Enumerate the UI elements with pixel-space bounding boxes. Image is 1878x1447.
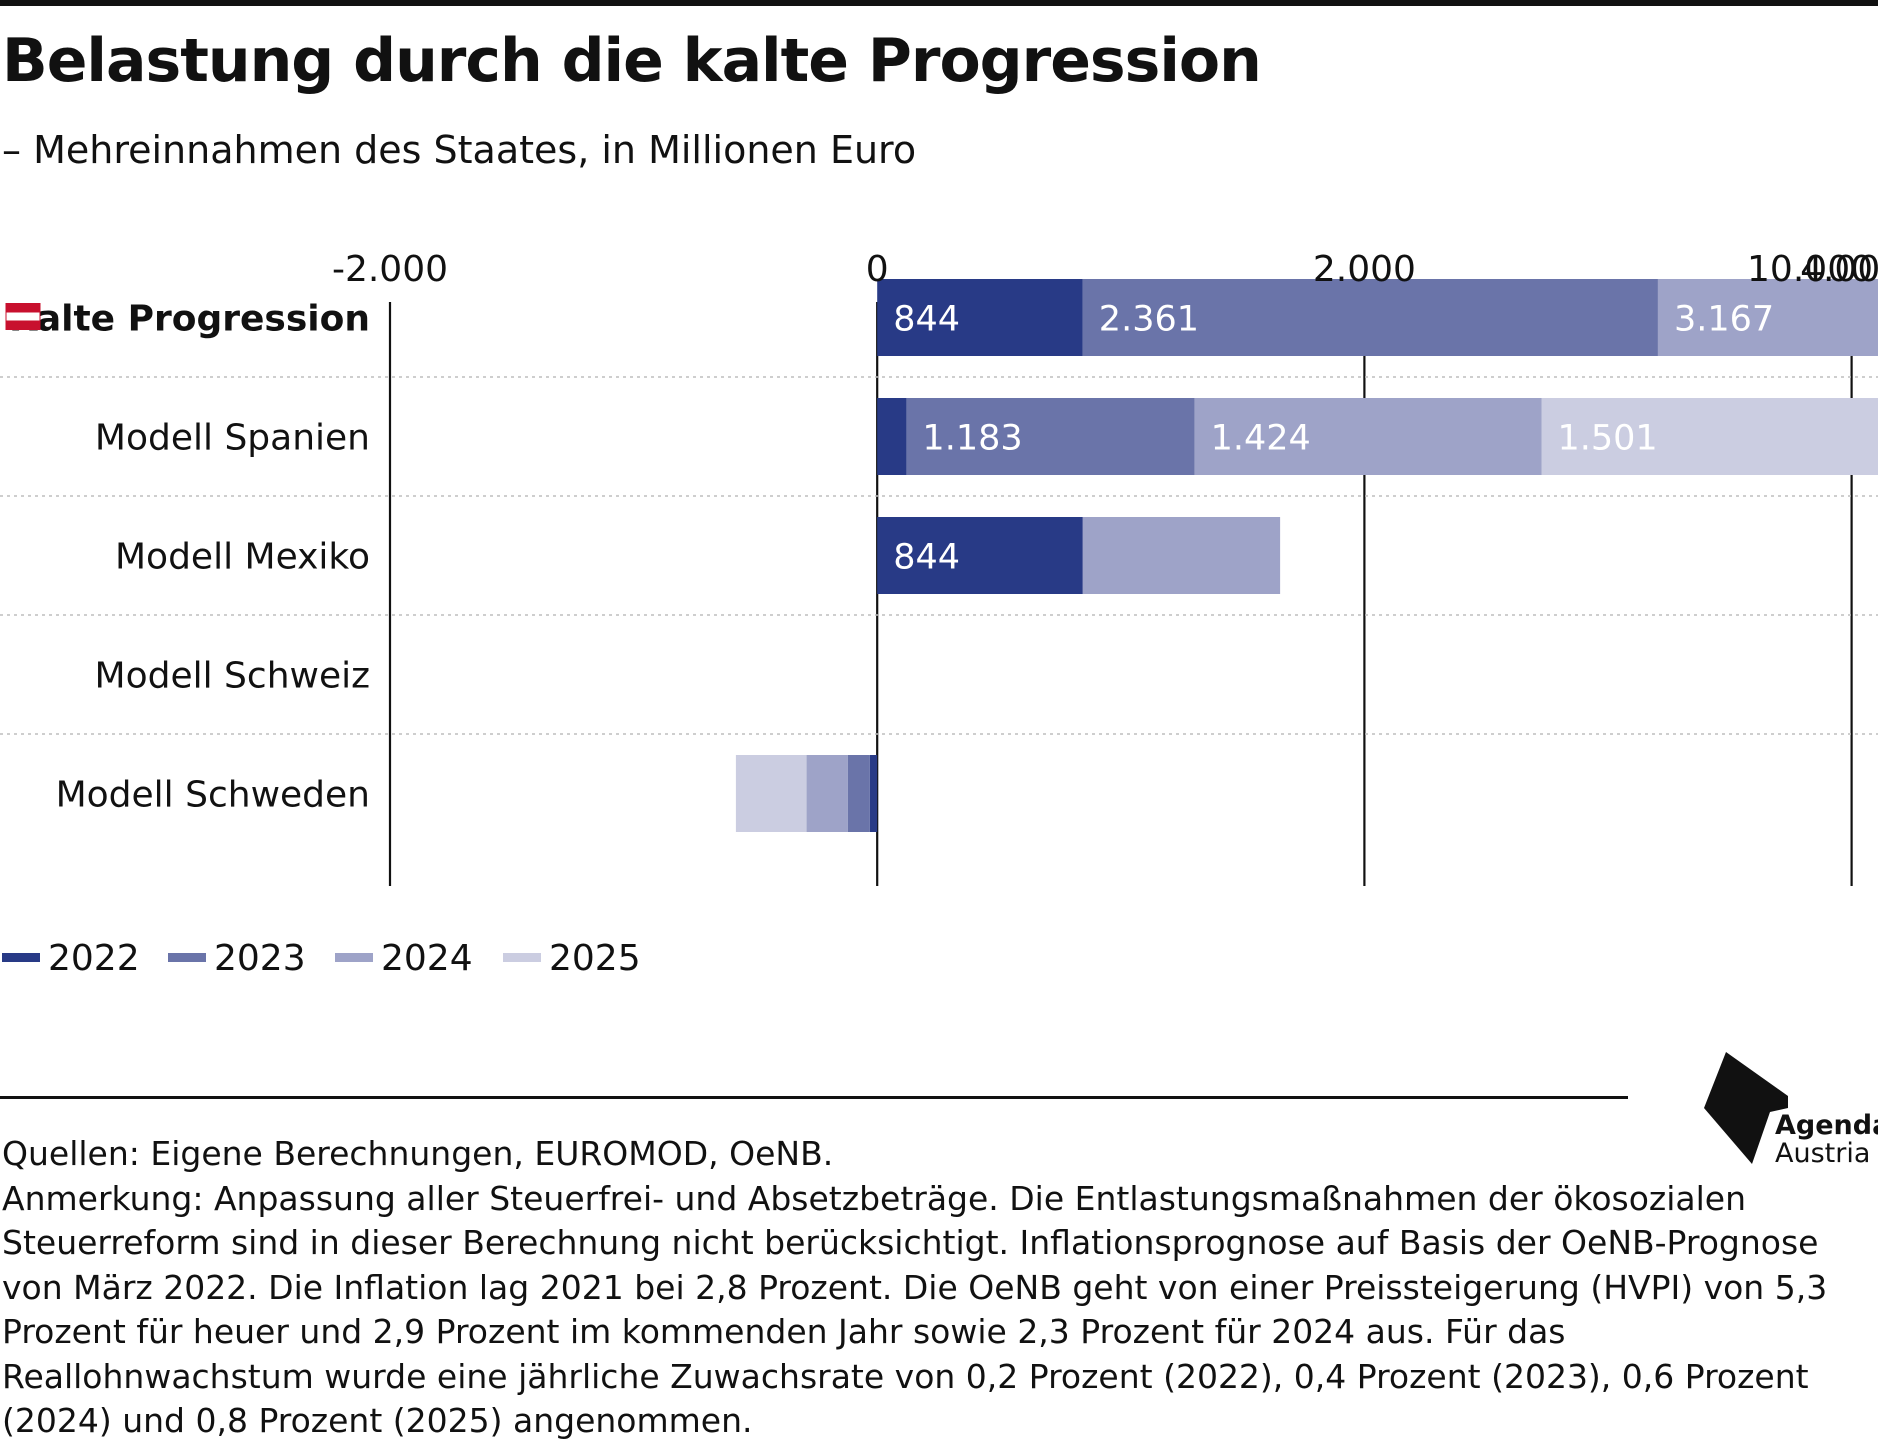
legend-label: 2025	[549, 938, 641, 979]
legend-swatch-2025	[503, 953, 541, 962]
bar-segment-2022	[877, 398, 907, 475]
data-label: 3.167	[1674, 300, 1774, 340]
bar-segment-2025	[1541, 398, 1878, 475]
category-label: Kalte Progression	[9, 299, 370, 340]
logo-country: Austria	[1775, 1138, 1871, 1169]
bar-segment-2022	[869, 755, 878, 832]
bar-segment-2025	[735, 755, 807, 832]
x-tick-label: -2.000	[332, 249, 448, 290]
category-label: Modell Spanien	[95, 418, 370, 459]
legend: 2022 2023 2024 2025	[2, 938, 641, 979]
data-label: 1.183	[922, 419, 1022, 459]
data-label: 844	[893, 300, 960, 340]
data-label: 844	[893, 538, 960, 578]
category-label: Modell Schweden	[56, 775, 370, 816]
top-rule	[0, 0, 1878, 6]
sources-note: Quellen: Eigene Berechnungen, EUROMOD, O…	[2, 1134, 834, 1173]
legend-label: 2023	[214, 938, 306, 979]
data-label: 2.361	[1099, 300, 1199, 340]
category-labels: Kalte Progression Modell Spanien Modell Me…	[5, 299, 370, 816]
bars	[735, 279, 1878, 832]
bar-segment-2024	[1082, 517, 1281, 594]
bar-segment-2024	[1657, 279, 1878, 356]
legend-swatch-2023	[168, 953, 206, 962]
x-tick-label: 4.000	[1800, 249, 1878, 290]
chart-subtitle: – Mehreinnahmen des Staates, in Millione…	[2, 128, 917, 172]
logo-name: Agenda	[1775, 1110, 1878, 1141]
bar-segment-2023	[906, 398, 1195, 475]
x-tick-label: 2.000	[1313, 249, 1416, 290]
footer-rule	[0, 1096, 1628, 1099]
legend-label: 2024	[381, 938, 473, 979]
bar-segment-2024	[1194, 398, 1542, 475]
category-label: Modell Mexiko	[115, 537, 370, 578]
chart-title: Belastung durch die kalte Progression	[2, 26, 1262, 96]
bar-segment-2022	[877, 279, 1083, 356]
data-label: 1.424	[1211, 419, 1311, 459]
legend-swatch-2024	[335, 953, 373, 962]
bar-segment-2022	[877, 517, 1083, 594]
bar-segment-2024	[806, 755, 848, 832]
data-label: 1.501	[1557, 419, 1657, 459]
bar-segment-2023	[1082, 279, 1658, 356]
category-label: Modell Schweiz	[95, 656, 370, 697]
footnotes: Quellen: Eigene Berechnungen, EUROMOD, O…	[2, 1132, 1872, 1444]
austria-flag-icon	[5, 303, 41, 330]
bar-segment-2023	[847, 755, 870, 832]
methodology-note: Anmerkung: Anpassung aller Steuerfrei- u…	[2, 1178, 1828, 1441]
legend-label: 2022	[48, 938, 140, 979]
agenda-austria-logo-icon	[1704, 1052, 1788, 1164]
x-tick-label: 10.000	[1747, 249, 1873, 290]
legend-swatch-2022	[2, 953, 40, 962]
x-tick-label: 0	[866, 249, 889, 290]
